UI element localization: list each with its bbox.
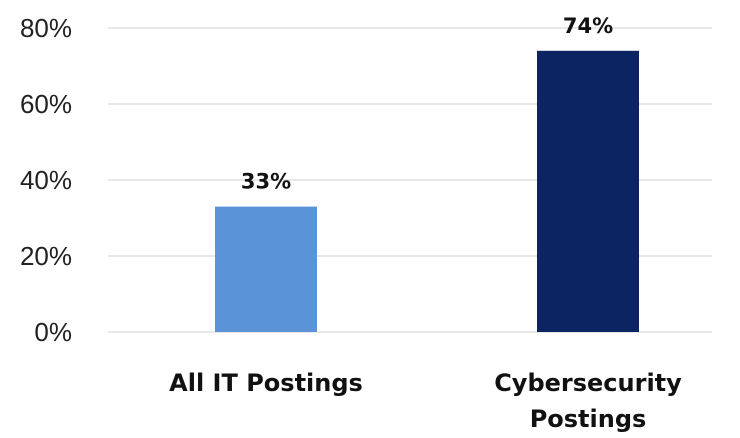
bar-1 bbox=[215, 206, 317, 332]
x-category-label: All IT Postings bbox=[169, 369, 363, 397]
bar-2 bbox=[537, 50, 639, 333]
x-category-label: Cybersecurity bbox=[494, 369, 682, 397]
y-tick-label: 80% bbox=[20, 13, 72, 43]
data-label: 74% bbox=[563, 14, 613, 38]
y-tick-label: 0% bbox=[34, 317, 72, 347]
y-tick-label: 20% bbox=[20, 241, 72, 271]
data-labels: 33% 74% bbox=[241, 14, 613, 194]
y-tick-label: 60% bbox=[20, 89, 72, 119]
y-axis-ticks: 0% 20% 40% 60% 80% bbox=[20, 13, 72, 347]
x-axis-categories: All IT Postings Cybersecurity Postings bbox=[169, 369, 682, 433]
bars bbox=[215, 50, 639, 333]
x-category-label: Postings bbox=[530, 405, 647, 433]
y-tick-label: 40% bbox=[20, 165, 72, 195]
data-label: 33% bbox=[241, 170, 291, 194]
